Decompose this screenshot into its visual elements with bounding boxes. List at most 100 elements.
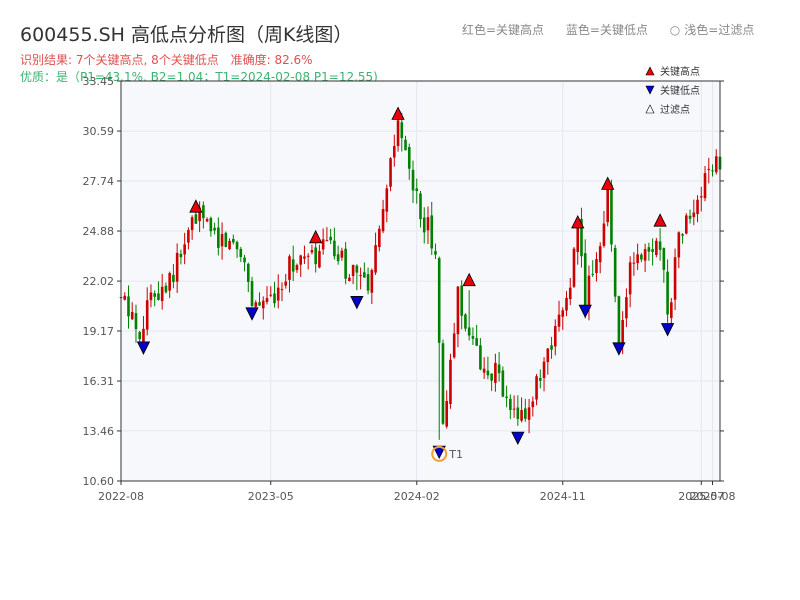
candle-body: [396, 120, 400, 147]
candle-body: [288, 256, 291, 280]
candle-body: [314, 247, 317, 265]
candle-body: [707, 168, 711, 171]
key-low-marker: [136, 341, 151, 355]
candle-body: [602, 223, 606, 246]
candle-body: [153, 293, 156, 297]
candle: [636, 243, 639, 270]
candle-body: [370, 270, 374, 293]
candle: [202, 201, 205, 229]
candle-body: [363, 272, 366, 278]
candle-body: [318, 251, 321, 268]
candle: [703, 165, 707, 202]
candle-body: [539, 378, 542, 381]
candle-body: [546, 348, 550, 363]
y-tick-label: 24.88: [83, 225, 115, 238]
candle: [340, 247, 344, 261]
accuracy-label: 准确度: 82.6%: [230, 53, 313, 67]
candle: [655, 237, 658, 258]
color-key: 红色=关键高点 蓝色=关键低点 ○ 浅色=过滤点: [462, 21, 772, 38]
x-tick-label: 2025-08: [690, 490, 736, 503]
candle-body: [422, 217, 426, 233]
key-low-marker: [245, 307, 259, 321]
candle-body: [389, 158, 392, 187]
candle-body: [445, 400, 449, 427]
candle: [179, 249, 183, 265]
candle-body: [501, 370, 505, 397]
candle-body: [179, 253, 183, 258]
candle: [647, 242, 651, 261]
candle: [625, 288, 628, 328]
candle-body: [344, 248, 347, 279]
x-tick-label: 2024-11: [540, 490, 586, 503]
candle-body: [284, 281, 288, 286]
candle: [632, 252, 636, 276]
candle-body: [261, 300, 265, 309]
candle-body: [711, 170, 714, 172]
candle-body: [276, 287, 280, 301]
candle-body: [426, 217, 430, 231]
candle: [269, 286, 273, 298]
candle-body: [692, 212, 696, 218]
candle-body: [681, 234, 684, 236]
candle: [610, 179, 613, 252]
candle: [130, 302, 134, 321]
candle: [325, 227, 329, 242]
candle: [531, 396, 535, 417]
candle-body: [280, 289, 284, 291]
candle: [355, 264, 359, 291]
candle: [494, 353, 497, 392]
candle-body: [224, 232, 228, 247]
candle: [553, 319, 557, 356]
candle: [516, 395, 520, 426]
candle: [460, 280, 463, 330]
candle-body: [217, 227, 220, 248]
candle-body: [640, 254, 643, 260]
candle-body: [321, 239, 325, 250]
candle: [149, 284, 153, 308]
candle-body: [509, 398, 512, 410]
y-tick-label: 13.46: [83, 425, 115, 438]
candle: [666, 259, 669, 323]
candle: [464, 313, 467, 332]
candle-body: [239, 248, 243, 258]
y-tick-label: 22.02: [83, 275, 115, 288]
candle-body: [359, 275, 362, 277]
candle-body: [329, 236, 332, 241]
candle-body: [145, 300, 149, 330]
candle-body: [205, 219, 209, 222]
candle: [557, 300, 561, 332]
candle-body: [269, 294, 273, 296]
candle-body: [258, 302, 261, 306]
candle: [239, 246, 243, 263]
candle-body: [164, 285, 168, 293]
candle: [220, 222, 224, 260]
candle-body: [441, 343, 445, 424]
candle: [187, 227, 190, 250]
candle: [168, 271, 171, 298]
candle: [475, 324, 478, 347]
candle: [426, 206, 430, 244]
candle: [254, 300, 258, 309]
candle: [501, 366, 505, 398]
candle-body: [449, 359, 452, 404]
candle: [243, 254, 246, 272]
candle-body: [325, 240, 329, 242]
candle: [591, 260, 595, 277]
legend-marker: [645, 104, 655, 114]
candle: [303, 245, 306, 264]
candle: [228, 238, 231, 251]
candle: [160, 273, 164, 310]
candle: [299, 254, 302, 277]
t1-label: T1: [448, 448, 463, 461]
candle-body: [392, 146, 396, 158]
candle-body: [381, 208, 385, 232]
key-high-marker: [601, 176, 615, 190]
candle: [273, 281, 276, 308]
candle: [422, 207, 426, 244]
candle-body: [209, 217, 213, 232]
candle: [164, 282, 168, 294]
candle-body: [516, 407, 520, 419]
candle-body: [404, 139, 407, 151]
key-high-marker: [189, 199, 203, 213]
candle: [527, 398, 531, 434]
